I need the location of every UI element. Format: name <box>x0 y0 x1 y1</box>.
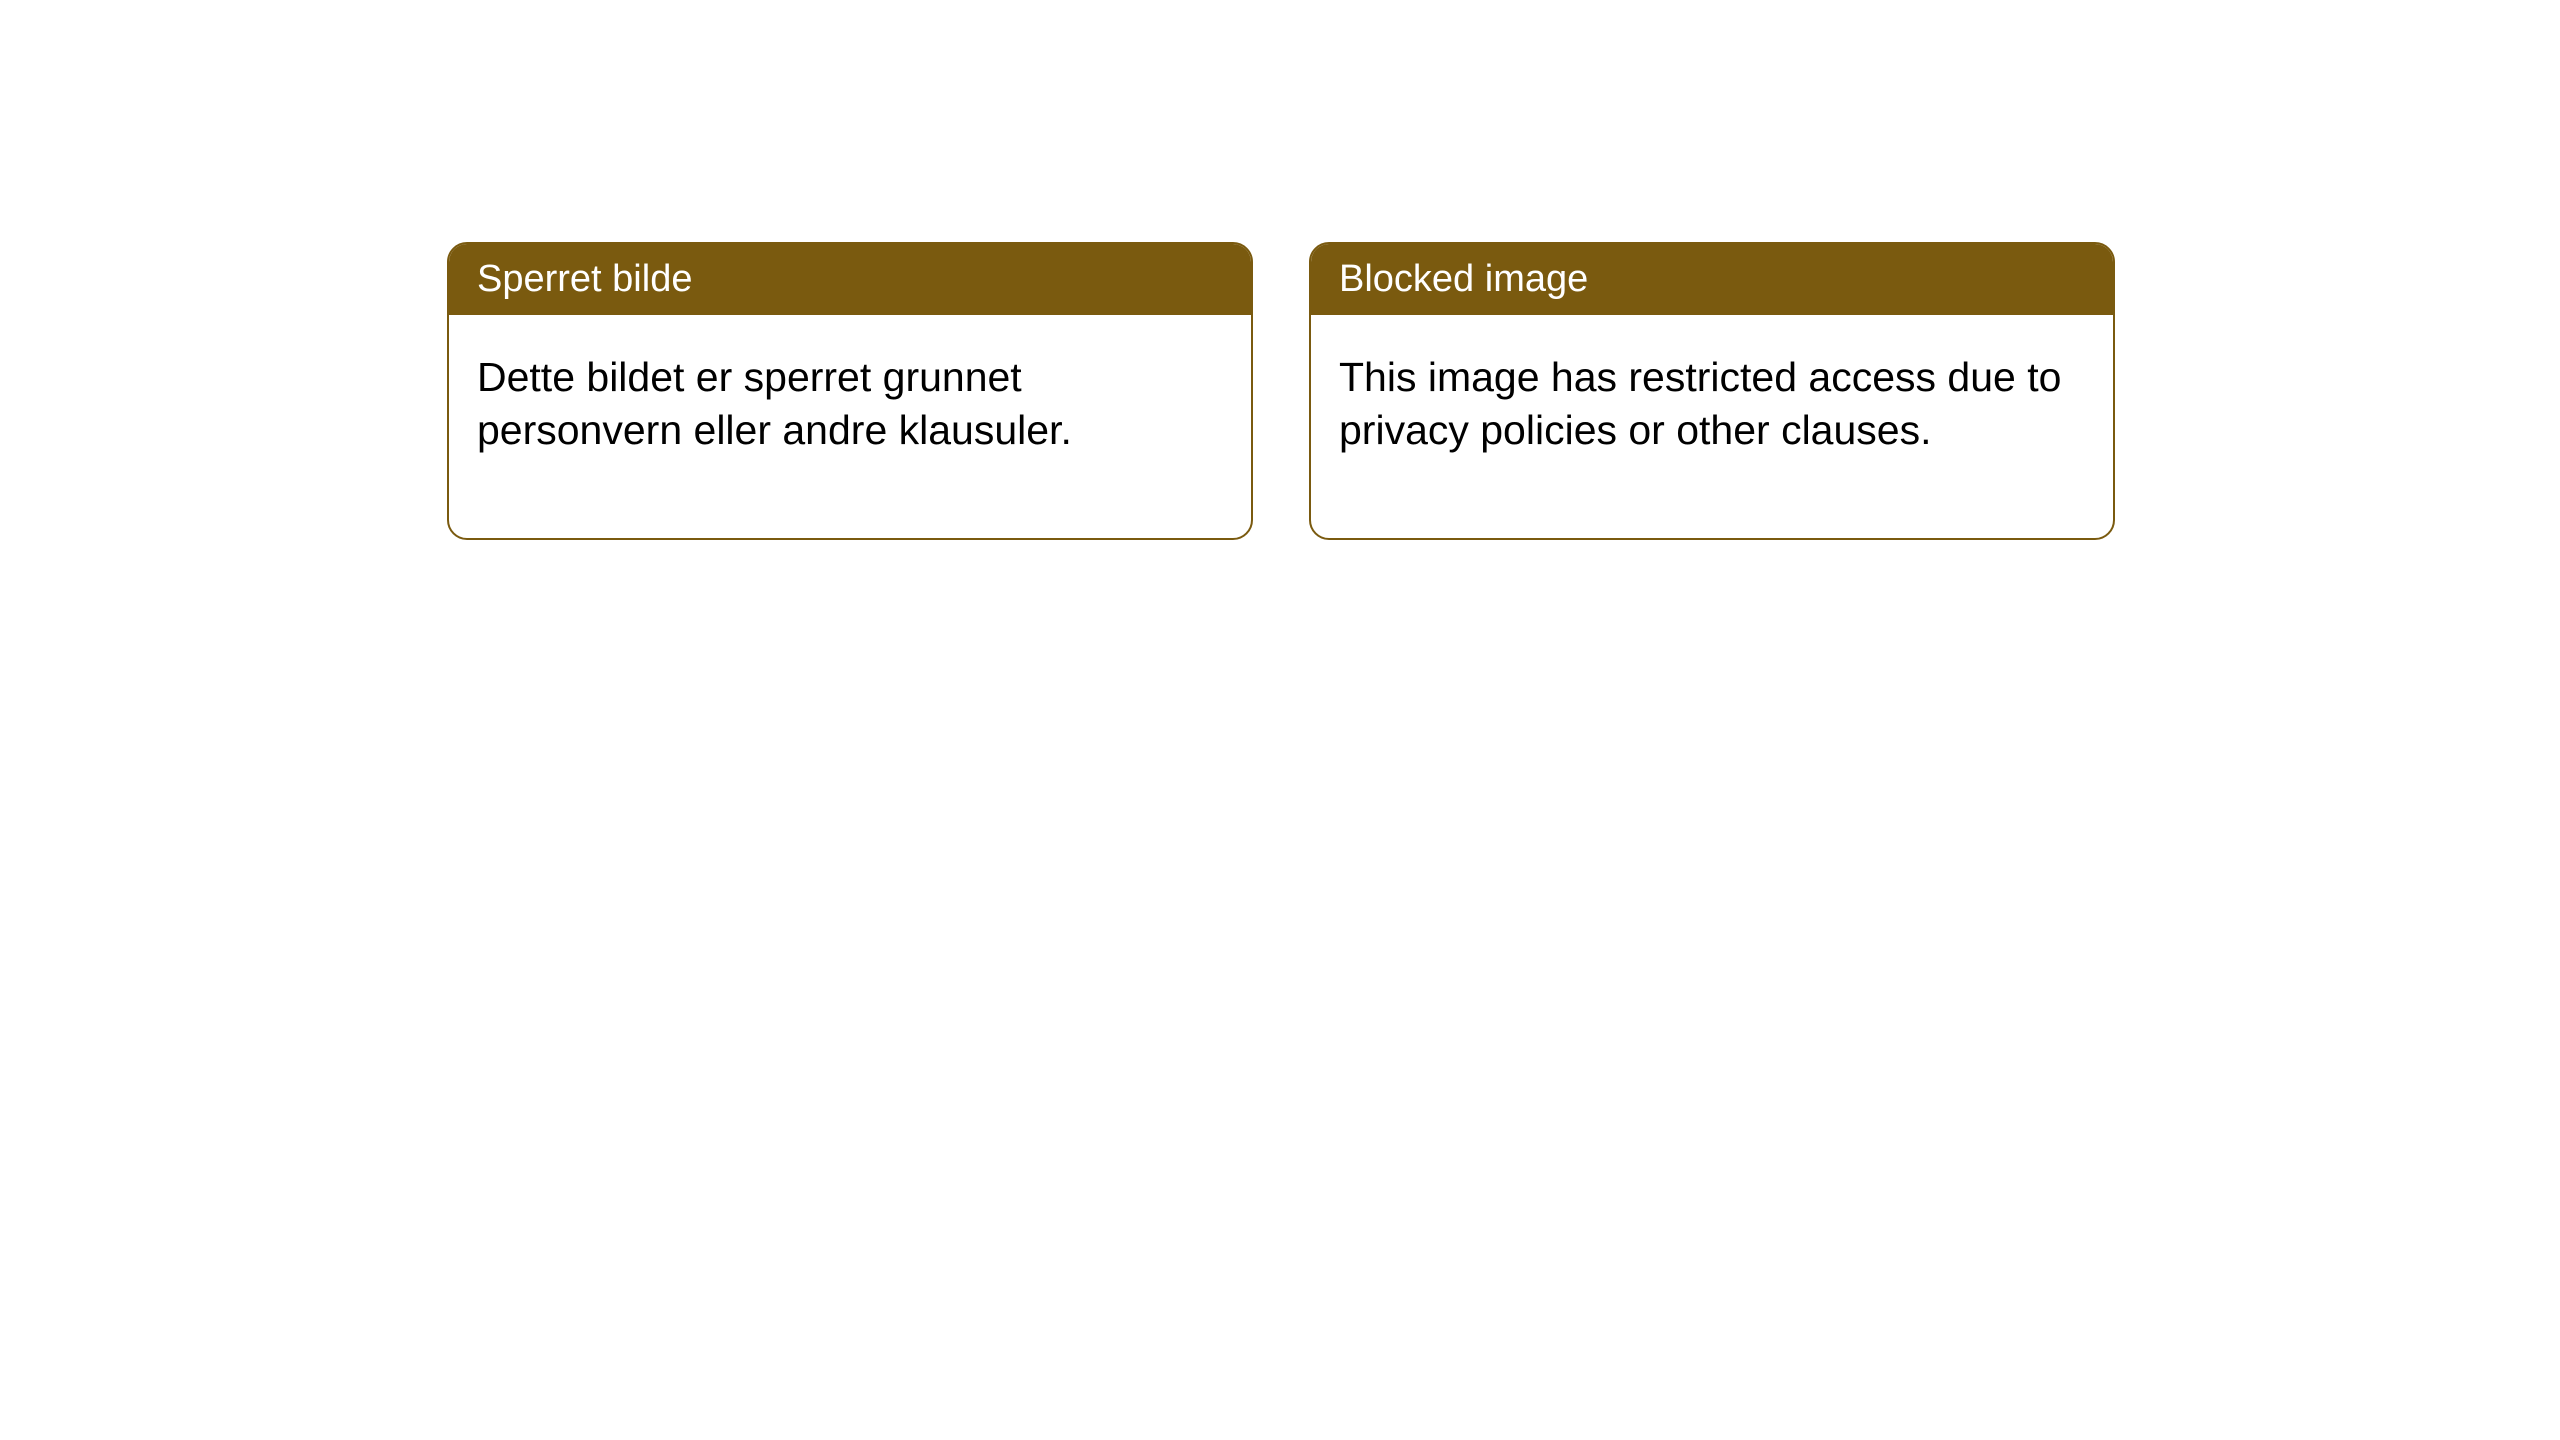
notice-card-english: Blocked image This image has restricted … <box>1309 242 2115 540</box>
notice-card-norwegian: Sperret bilde Dette bildet er sperret gr… <box>447 242 1253 540</box>
notice-body-text: Dette bildet er sperret grunnet personve… <box>449 315 1251 538</box>
notice-cards-container: Sperret bilde Dette bildet er sperret gr… <box>447 242 2115 540</box>
notice-title: Blocked image <box>1311 244 2113 315</box>
notice-title: Sperret bilde <box>449 244 1251 315</box>
notice-body-text: This image has restricted access due to … <box>1311 315 2113 538</box>
